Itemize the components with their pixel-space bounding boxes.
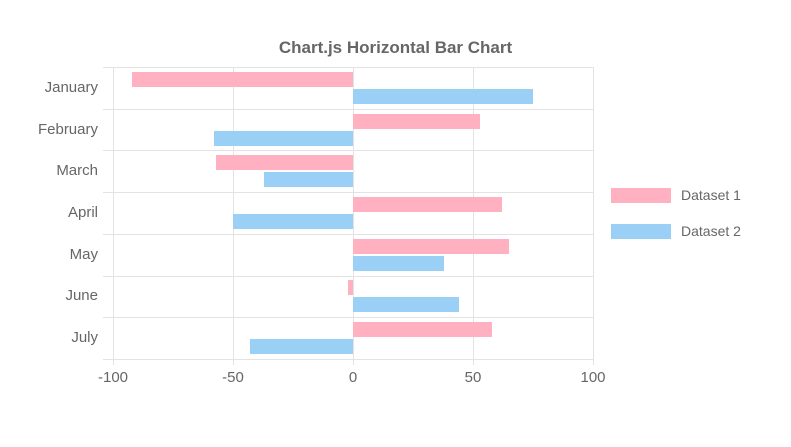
bar-dataset1-january[interactable] [132,71,353,87]
y-tick-label: May [69,245,98,263]
x-gridline [112,67,114,365]
legend-item-dataset2[interactable]: Dataset 2 [611,223,741,239]
bar-dataset2-march[interactable] [264,172,353,188]
y-gridline [103,233,593,235]
y-tick-label: January [44,78,98,96]
x-tick-label: -100 [97,369,129,386]
x-axis-line [103,358,593,360]
legend-swatch-icon [611,223,671,239]
x-tick-label: 0 [348,369,358,386]
y-tick-label: July [71,329,98,347]
y-gridline [103,66,593,68]
legend-swatch-icon [611,187,671,203]
y-tick-label: April [67,204,98,221]
x-gridline [592,67,594,365]
y-gridline [103,149,593,151]
legend-label: Dataset 1 [681,187,741,203]
zero-gridline [352,67,354,365]
x-tick-label: -50 [222,369,244,386]
y-tick-label: February [37,120,98,138]
legend-item-dataset1[interactable]: Dataset 1 [611,187,741,203]
x-gridline [472,67,474,365]
y-tick-label: June [65,287,98,305]
y-gridline [103,108,593,110]
bar-dataset1-june[interactable] [348,280,353,296]
bar-dataset2-february[interactable] [213,130,353,146]
bar-dataset2-january[interactable] [353,88,533,104]
y-tick-label: March [56,162,98,180]
bar-dataset1-may[interactable] [353,238,509,254]
bar-dataset1-march[interactable] [216,155,353,171]
y-gridline [103,191,593,193]
bar-dataset1-july[interactable] [353,322,493,338]
x-tick-label: 50 [464,369,482,386]
bar-dataset2-may[interactable] [353,255,445,271]
y-gridline [103,275,593,277]
bar-dataset2-june[interactable] [353,297,459,313]
chart-title: Chart.js Horizontal Bar Chart [278,38,513,57]
legend-label: Dataset 2 [681,223,741,239]
bar-dataset2-april[interactable] [233,214,353,229]
plot-area [103,66,594,365]
y-gridline [103,316,593,318]
x-tick-label: 100 [580,369,606,386]
bar-dataset1-february[interactable] [353,113,481,129]
bar-dataset1-april[interactable] [353,197,502,212]
bar-dataset2-july[interactable] [249,339,353,355]
chart-legend: Dataset 1 Dataset 2 [611,187,741,259]
